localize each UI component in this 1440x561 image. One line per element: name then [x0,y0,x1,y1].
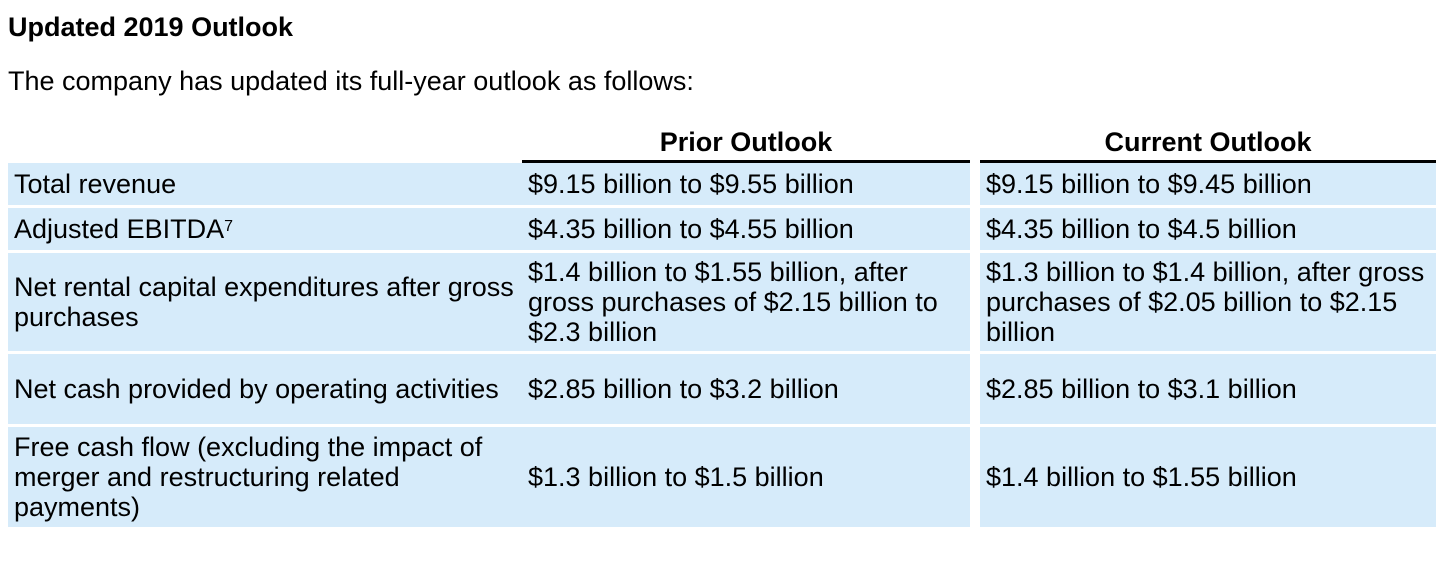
row-label: Free cash flow (excluding the impact of … [8,424,522,527]
table-row: Net rental capital expenditures after gr… [8,250,1436,351]
table-header-row: Prior Outlook Current Outlook [8,124,1436,163]
header-current-outlook: Current Outlook [980,124,1436,163]
current-value: $1.4 billion to $1.55 billion [980,424,1436,527]
prior-value: $9.15 billion to $9.55 billion [522,163,970,205]
column-gap [970,424,980,527]
row-label-text: Adjusted EBITDA [14,214,225,244]
current-value: $4.35 billion to $4.5 billion [980,205,1436,250]
current-value: $2.85 billion to $3.1 billion [980,351,1436,424]
row-label: Adjusted EBITDA7 [8,205,522,250]
column-gap [970,351,980,424]
current-value: $9.15 billion to $9.45 billion [980,163,1436,205]
table-row: Total revenue $9.15 billion to $9.55 bil… [8,163,1436,205]
prior-value: $1.3 billion to $1.5 billion [522,424,970,527]
header-gap [970,124,980,163]
row-label-text: Net cash provided by operating activitie… [14,374,499,404]
prior-value: $2.85 billion to $3.2 billion [522,351,970,424]
table-row: Net cash provided by operating activitie… [8,351,1436,424]
page-title: Updated 2019 Outlook [8,12,294,42]
column-gap [970,205,980,250]
header-prior-outlook: Prior Outlook [522,124,970,163]
header-blank [8,124,522,163]
footnote-marker: 7 [224,218,233,235]
row-label-text: Free cash flow (excluding the impact of … [14,432,483,522]
column-gap [970,250,980,351]
current-value: $1.3 billion to $1.4 billion, after gros… [980,250,1436,351]
outlook-table: Prior Outlook Current Outlook Total reve… [8,124,1436,527]
row-label-text: Total revenue [14,169,177,199]
row-label: Total revenue [8,163,522,205]
row-label-text: Net rental capital expenditures after gr… [14,272,514,332]
prior-value: $4.35 billion to $4.55 billion [522,205,970,250]
table-row: Adjusted EBITDA7 $4.35 billion to $4.55 … [8,205,1436,250]
row-label: Net cash provided by operating activitie… [8,351,522,424]
table-row: Free cash flow (excluding the impact of … [8,424,1436,527]
column-gap [970,163,980,205]
prior-value: $1.4 billion to $1.55 billion, after gro… [522,250,970,351]
row-label: Net rental capital expenditures after gr… [8,250,522,351]
intro-text: The company has updated its full-year ou… [8,66,694,96]
